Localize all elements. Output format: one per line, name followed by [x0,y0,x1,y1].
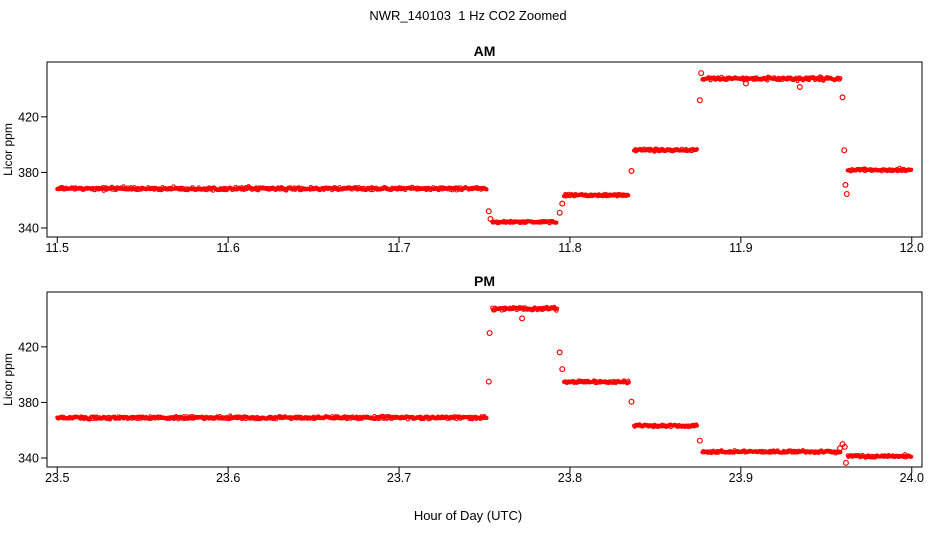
svg-text:11.5: 11.5 [46,241,69,255]
svg-text:12.0: 12.0 [900,241,924,255]
svg-text:24.0: 24.0 [900,471,924,485]
am-plot-area: 11.5 11.6 11.7 11.8 11.9 12.0 340 380 420 [18,61,924,255]
svg-text:11.7: 11.7 [387,241,410,255]
pm-plot-area: 23.5 23.6 23.7 23.8 23.9 24.0 340 380 420 [18,291,924,485]
svg-text:11.8: 11.8 [558,241,581,255]
svg-text:420: 420 [18,340,39,354]
pm-y-axis-label: Licor ppm [1,353,15,406]
x-axis-label: Hour of Day (UTC) [413,508,523,523]
svg-text:380: 380 [18,396,39,410]
svg-text:23.7: 23.7 [387,471,411,485]
svg-text:11.9: 11.9 [729,241,752,255]
pm-plot: PM Licor ppm 23.5 23.6 23.7 23.8 23.9 24.0 340… [1,273,924,485]
svg-text:340: 340 [18,221,39,235]
figure-title: NWR_140103 1 Hz CO2 Zoomed [369,8,567,23]
svg-text:380: 380 [18,166,39,180]
svg-text:340: 340 [18,451,39,465]
am-plot: AM Licor ppm 11.5 11.6 11.7 11.8 11.9 12.0 340… [1,43,924,255]
svg-text:23.5: 23.5 [45,471,69,485]
svg-text:420: 420 [18,110,39,124]
svg-text:23.9: 23.9 [729,471,753,485]
svg-text:11.6: 11.6 [216,241,239,255]
am-y-axis-label: Licor ppm [1,123,15,176]
am-panel-title: AM [474,43,496,59]
svg-text:23.8: 23.8 [558,471,582,485]
svg-text:23.6: 23.6 [216,471,240,485]
pm-panel-title: PM [474,273,495,289]
